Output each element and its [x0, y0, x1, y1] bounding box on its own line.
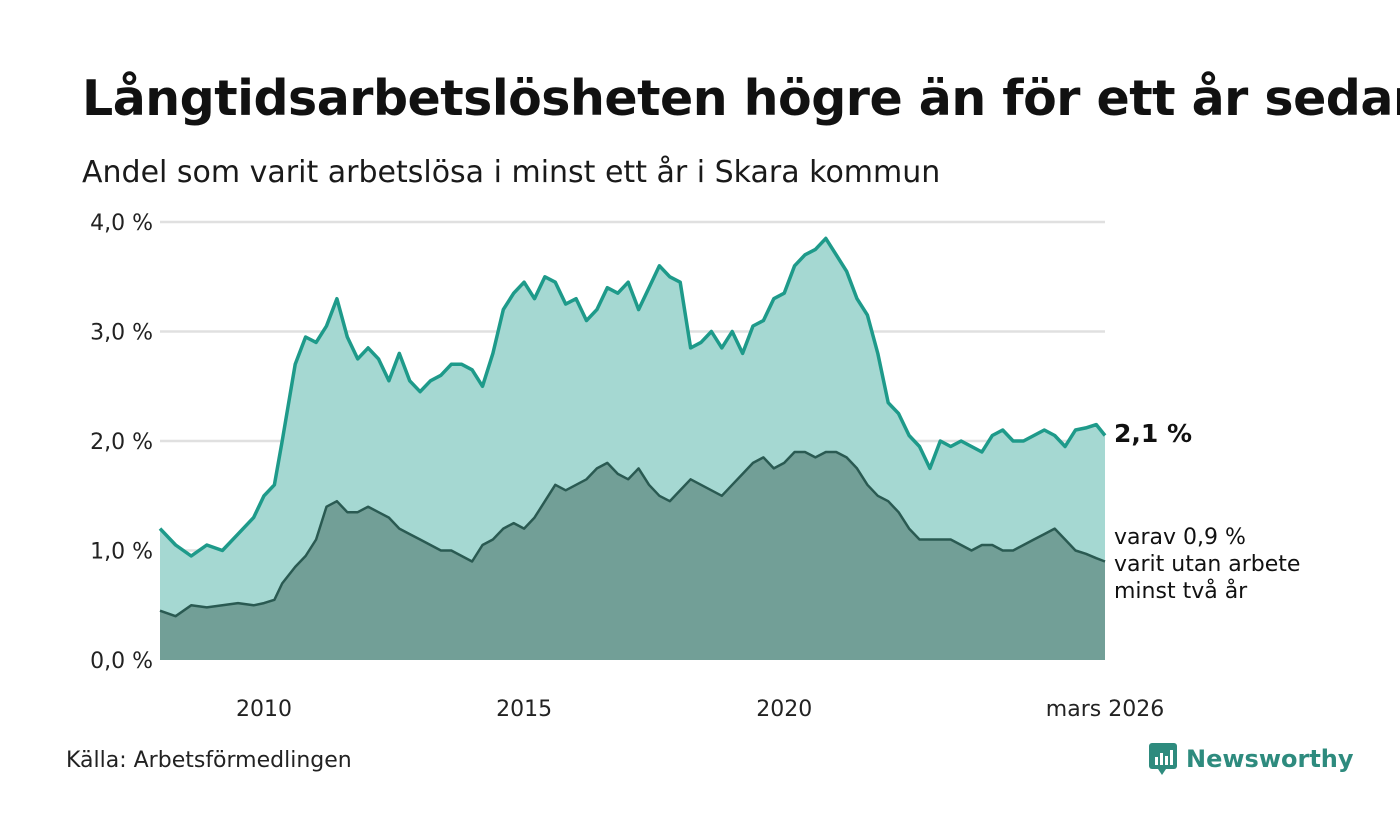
y-tick-label: 1,0 %: [90, 540, 153, 565]
y-axis-labels: 0,0 % 1,0 % 2,0 % 3,0 % 4,0 %: [90, 211, 153, 674]
y-tick-label: 2,0 %: [90, 430, 153, 455]
y-tick-label: 4,0 %: [90, 211, 153, 236]
y-tick-label: 3,0 %: [90, 321, 153, 346]
chart-title: Långtidsarbetslösheten högre än för ett …: [82, 70, 1400, 127]
chart-subtitle: Andel som varit arbetslösa i minst ett å…: [82, 155, 941, 190]
source-note: Källa: Arbetsförmedlingen: [66, 748, 352, 773]
x-tick-label: 2020: [756, 697, 812, 722]
newsworthy-icon: [1149, 743, 1177, 775]
series-two-years-line: [159, 450, 1106, 618]
end-note-line-3: minst två år: [1114, 579, 1248, 604]
series-long-term-line: [158, 236, 1107, 558]
end-note-line-1: varav 0,9 %: [1114, 525, 1246, 550]
end-value-label: 2,1 %: [1114, 419, 1193, 448]
y-tick-label: 0,0 %: [90, 649, 153, 674]
end-note-line-2: varit utan arbete: [1114, 552, 1301, 577]
x-tick-label: 2010: [236, 697, 292, 722]
brand-logo[interactable]: Newsworthy: [1148, 742, 1354, 776]
end-note-label: varav 0,9 % varit utan arbete minst två …: [1114, 524, 1300, 605]
series-areas: [158, 236, 1107, 660]
x-tick-label: mars 2026: [1046, 697, 1164, 722]
brand-name: Newsworthy: [1186, 745, 1354, 773]
series-two-years-area: [160, 452, 1105, 660]
x-tick-label: 2015: [496, 697, 552, 722]
x-axis-labels: 2010 2015 2020 mars 2026: [236, 697, 1164, 722]
